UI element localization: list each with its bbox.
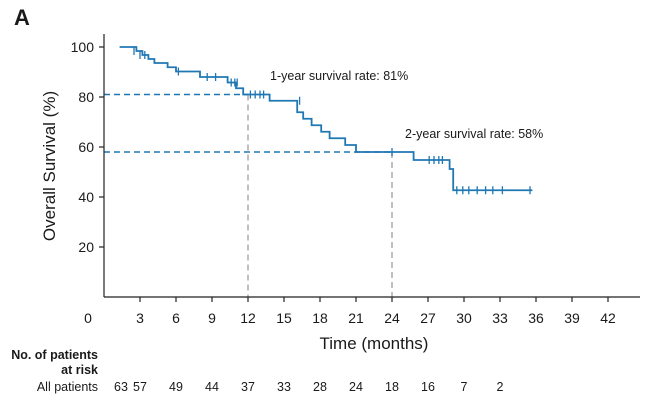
x-tick-label: 39 (564, 310, 580, 326)
risk-count: 24 (349, 380, 363, 394)
risk-count: 33 (277, 380, 291, 394)
x-tick-label: 42 (600, 310, 616, 326)
y-axis-title: Overall Survival (%) (40, 91, 59, 241)
y-tick-label: 100 (71, 39, 95, 55)
risk-table-row-label: All patients (37, 380, 98, 394)
x-tick-label: 12 (240, 310, 256, 326)
y-tick-label: 20 (78, 239, 94, 255)
x-tick-label: 18 (312, 310, 328, 326)
x-tick-label: 6 (172, 310, 180, 326)
y-tick-label: 40 (78, 189, 94, 205)
x-tick-label: 0 (84, 310, 92, 326)
risk-count: 28 (313, 380, 327, 394)
x-axis-title: Time (months) (320, 334, 429, 353)
x-tick-label: 3 (136, 310, 144, 326)
survival-curve (119, 46, 533, 192)
risk-count: 18 (385, 380, 399, 394)
x-tick-label: 9 (208, 310, 216, 326)
risk-count: 63 (114, 380, 128, 394)
risk-count: 44 (205, 380, 219, 394)
x-tick-label: 24 (384, 310, 400, 326)
risk-count: 57 (133, 380, 147, 394)
censor-marks (133, 47, 531, 195)
y-axis-ticks: 20 40 60 80 100 (71, 39, 104, 255)
one-year-survival-annotation: 1-year survival rate: 81% (270, 69, 408, 83)
x-axis-ticks: 0 3 6 9 12 15 18 21 24 27 30 33 36 39 42 (84, 297, 616, 326)
x-tick-label: 15 (276, 310, 292, 326)
reference-lines (104, 93, 393, 297)
risk-table-heading-line1: No. of patients (11, 348, 98, 362)
risk-count: 49 (169, 380, 183, 394)
x-tick-label: 36 (528, 310, 544, 326)
risk-count: 37 (241, 380, 255, 394)
y-tick-label: 60 (78, 139, 94, 155)
risk-table-heading-line2: at risk (61, 363, 98, 377)
risk-table-counts: 63 57 49 44 37 33 28 24 18 16 7 2 (114, 380, 503, 394)
x-tick-label: 30 (456, 310, 472, 326)
x-tick-label: 33 (492, 310, 508, 326)
x-tick-label: 27 (420, 310, 436, 326)
risk-count: 2 (497, 380, 504, 394)
risk-count: 7 (461, 380, 468, 394)
panel-label: A (14, 5, 30, 30)
x-tick-label: 21 (348, 310, 364, 326)
two-year-survival-annotation: 2-year survival rate: 58% (405, 127, 543, 141)
risk-count: 16 (421, 380, 435, 394)
y-tick-label: 80 (78, 89, 94, 105)
